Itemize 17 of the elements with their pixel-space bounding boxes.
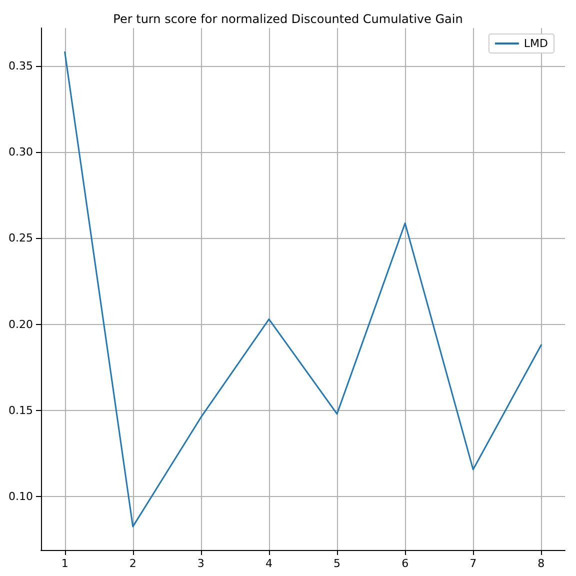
x-tick-label: 1 bbox=[61, 557, 68, 570]
y-tick-label: 0.15 bbox=[8, 404, 33, 417]
chart-title: Per turn score for normalized Discounted Cumulative Gain bbox=[113, 12, 463, 26]
line-series bbox=[64, 51, 542, 528]
y-tick-label: 0.35 bbox=[8, 59, 33, 72]
x-tick-label: 8 bbox=[538, 557, 545, 570]
x-tick-label: 5 bbox=[334, 557, 341, 570]
x-tick-label: 7 bbox=[470, 557, 477, 570]
y-tick-label: 0.30 bbox=[8, 146, 33, 159]
y-tick-label: 0.10 bbox=[8, 490, 33, 504]
x-tick-label: 6 bbox=[402, 557, 409, 570]
y-tick-label: 0.25 bbox=[8, 232, 33, 245]
y-tick-label: 0.20 bbox=[8, 318, 33, 331]
x-tick-label: 3 bbox=[197, 557, 204, 570]
x-tick-label: 2 bbox=[129, 557, 136, 570]
legend-label: LMD bbox=[524, 37, 548, 50]
x-tick-label: 4 bbox=[265, 557, 272, 570]
